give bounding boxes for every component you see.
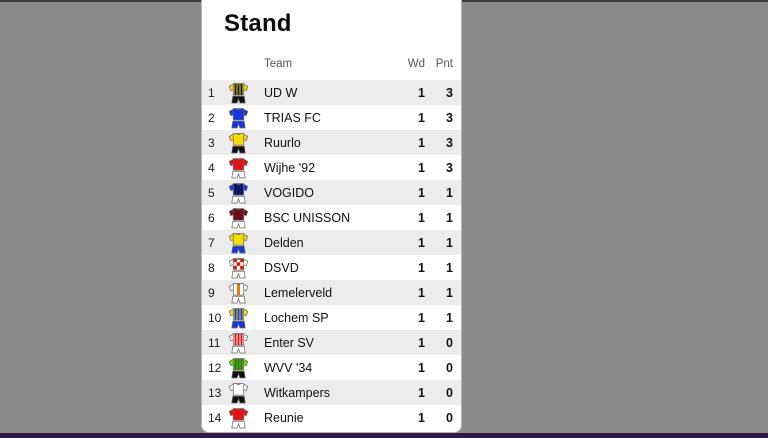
- table-row: 3 Ruurlo 1 3: [202, 130, 461, 155]
- matches-played-value: 1: [418, 410, 425, 425]
- team-jersey-icon: [226, 407, 250, 429]
- team-jersey-icon: [226, 232, 250, 254]
- page-title: Stand: [224, 10, 292, 37]
- table-row: 9 Lemelerveld 1 1: [202, 280, 461, 305]
- table-row: 1 UD W 1 3: [202, 80, 461, 105]
- points-value: 0: [446, 335, 453, 350]
- points-value: 1: [446, 285, 453, 300]
- team-name: UD W: [264, 85, 298, 100]
- table-row: 13 Witkampers 1 0: [202, 380, 461, 405]
- team-name: Enter SV: [264, 335, 315, 350]
- team-name: BSC UNISSON: [264, 210, 351, 225]
- points-value: 1: [446, 235, 453, 250]
- header-team: Team: [264, 57, 293, 70]
- table-row: 6 BSC UNISSON 1 1: [202, 205, 461, 230]
- team-jersey-icon: [226, 207, 250, 229]
- team-jersey-icon: [226, 382, 250, 404]
- points-value: 0: [446, 360, 453, 375]
- rank-number: 8: [208, 260, 215, 275]
- team-jersey-icon: [226, 132, 250, 154]
- rank-number: 11: [208, 335, 221, 350]
- rank-number: 10: [208, 310, 222, 325]
- header-pnt: Pnt: [435, 57, 453, 70]
- matches-played-value: 1: [418, 385, 425, 400]
- points-value: 1: [446, 310, 453, 325]
- points-value: 3: [446, 85, 453, 100]
- points-value: 3: [446, 135, 453, 150]
- team-jersey-icon: [226, 282, 250, 304]
- matches-played-value: 1: [418, 235, 425, 250]
- bottom-edge-bar: [0, 433, 768, 438]
- rank-number: 7: [208, 235, 215, 250]
- matches-played-value: 1: [418, 335, 425, 350]
- matches-played-value: 1: [418, 185, 425, 200]
- rank-number: 3: [208, 135, 215, 150]
- points-value: 3: [446, 160, 453, 175]
- rank-number: 14: [208, 410, 222, 425]
- team-jersey-icon: [226, 357, 250, 379]
- team-name: Lochem SP: [264, 310, 329, 325]
- team-jersey-icon: [226, 332, 250, 354]
- rank-number: 13: [208, 385, 222, 400]
- rank-number: 1: [208, 85, 215, 100]
- points-value: 3: [446, 110, 453, 125]
- matches-played-value: 1: [418, 85, 425, 100]
- team-name: TRIAS FC: [264, 110, 321, 125]
- rank-number: 2: [208, 110, 215, 125]
- rank-number: 9: [208, 285, 215, 300]
- matches-played-value: 1: [418, 110, 425, 125]
- rank-number: 6: [208, 210, 215, 225]
- points-value: 0: [446, 410, 453, 425]
- points-value: 0: [446, 385, 453, 400]
- team-jersey-icon: [226, 257, 250, 279]
- team-name: WVV '34: [264, 360, 313, 375]
- matches-played-value: 1: [418, 260, 425, 275]
- rank-number: 12: [208, 360, 222, 375]
- team-jersey-icon: [226, 307, 250, 329]
- matches-played-value: 1: [418, 310, 425, 325]
- matches-played-value: 1: [418, 285, 425, 300]
- matches-played-value: 1: [418, 360, 425, 375]
- team-name: Reunie: [264, 410, 304, 425]
- team-name: Wijhe '92: [264, 160, 316, 175]
- table-row: 5 VOGIDO 1 1: [202, 180, 461, 205]
- table-row: 11 Enter SV 1 0: [202, 330, 461, 355]
- table-row: 8 DSVD 1 1: [202, 255, 461, 280]
- table-row: 4 Wijhe '92 1 3: [202, 155, 461, 180]
- table-row: 14 Reunie 1 0: [202, 405, 461, 430]
- team-jersey-icon: [226, 82, 250, 104]
- matches-played-value: 1: [418, 210, 425, 225]
- points-value: 1: [446, 210, 453, 225]
- rank-number: 5: [208, 185, 215, 200]
- table-row: 10 Lochem SP 1 1: [202, 305, 461, 330]
- points-value: 1: [446, 185, 453, 200]
- header-jersey-spacer: [226, 53, 250, 75]
- header-wd: Wd: [407, 57, 425, 70]
- table-row: 7 Delden 1 1: [202, 230, 461, 255]
- table-row: 12 WVV '34 1 0: [202, 355, 461, 380]
- team-jersey-icon: [226, 182, 250, 204]
- rank-number: 4: [208, 160, 215, 175]
- team-name: Delden: [264, 235, 304, 250]
- matches-played-value: 1: [418, 135, 425, 150]
- team-jersey-icon: [226, 107, 250, 129]
- table-row: 2 TRIAS FC 1 3: [202, 105, 461, 130]
- points-value: 1: [446, 260, 453, 275]
- team-jersey-icon: [226, 157, 250, 179]
- team-name: Witkampers: [264, 385, 330, 400]
- team-name: VOGIDO: [264, 185, 315, 200]
- team-name: Lemelerveld: [264, 285, 333, 300]
- matches-played-value: 1: [418, 160, 425, 175]
- team-name: DSVD: [264, 260, 299, 275]
- table-header-row: Team Wd Pnt: [202, 51, 461, 76]
- team-name: Ruurlo: [264, 135, 301, 150]
